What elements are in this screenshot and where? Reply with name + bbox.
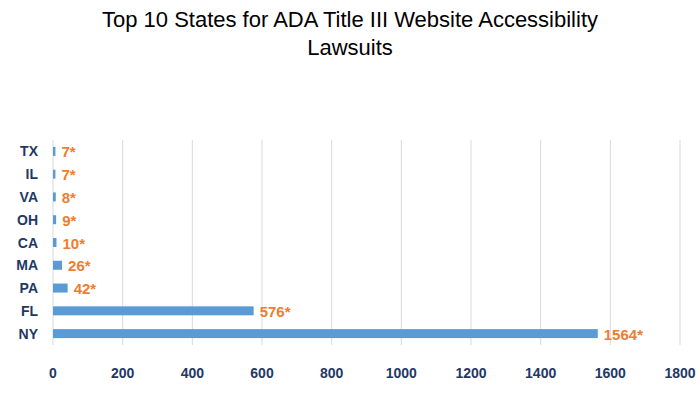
tick-label: 1400 xyxy=(525,365,556,381)
bars xyxy=(53,147,598,338)
data-label: 576* xyxy=(260,303,291,320)
bar xyxy=(53,284,68,293)
category-label: OH xyxy=(17,212,38,228)
category-label: IL xyxy=(26,166,39,182)
bar xyxy=(53,329,598,338)
category-label: NY xyxy=(19,326,39,342)
data-label: 42* xyxy=(74,280,97,297)
bar xyxy=(53,147,55,156)
grid-line xyxy=(401,140,402,345)
grid-line xyxy=(540,140,541,345)
grid-line xyxy=(331,140,332,345)
grid-line xyxy=(610,140,611,345)
tick-label: 600 xyxy=(250,365,274,381)
data-label: 7* xyxy=(61,143,75,160)
tick-label: 800 xyxy=(320,365,344,381)
tick-label: 1600 xyxy=(595,365,626,381)
data-label: 1564* xyxy=(604,326,643,343)
tick-label: 1200 xyxy=(455,365,486,381)
tick-label: 200 xyxy=(111,365,135,381)
category-label: CA xyxy=(18,235,38,251)
category-label: PA xyxy=(20,280,38,296)
category-label: FL xyxy=(21,303,39,319)
grid-line xyxy=(680,140,681,345)
data-label: 26* xyxy=(68,257,91,274)
bar xyxy=(53,192,56,201)
data-label: 9* xyxy=(62,212,76,229)
tick-label: 1800 xyxy=(664,365,695,381)
tick-label: 1000 xyxy=(386,365,417,381)
tick-label: 0 xyxy=(49,365,57,381)
data-label: 10* xyxy=(62,235,85,252)
bar xyxy=(53,215,56,224)
category-label: TX xyxy=(20,143,39,159)
data-label: 8* xyxy=(62,189,76,206)
chart-title: Top 10 States for ADA Title III Website … xyxy=(60,6,640,62)
bar xyxy=(53,306,254,315)
bar xyxy=(53,261,62,270)
bar xyxy=(53,170,55,179)
category-label: VA xyxy=(20,189,38,205)
chart: 0 200 400 600 800 1000 1200 1400 1600 1800 TX 7* IL 7… xyxy=(0,0,700,399)
tick-label: 400 xyxy=(181,365,205,381)
category-label: MA xyxy=(16,257,38,273)
grid-line xyxy=(471,140,472,345)
data-label: 7* xyxy=(61,166,75,183)
bar xyxy=(53,238,56,247)
